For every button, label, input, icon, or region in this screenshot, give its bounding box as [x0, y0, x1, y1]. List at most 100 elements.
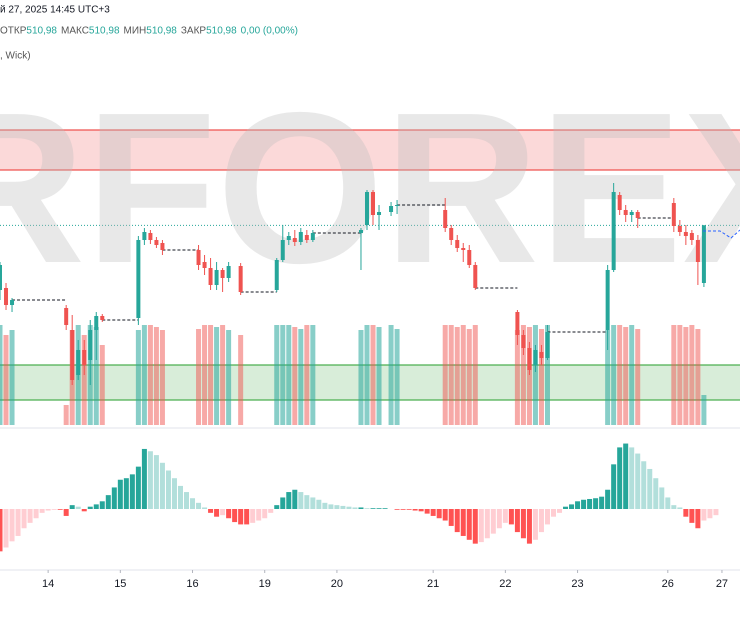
oscillator-bar: [171, 478, 177, 509]
ohlc-label: ОТКР: [0, 26, 27, 37]
oscillator-bar: [75, 506, 81, 509]
volume-bar: [538, 329, 544, 425]
header-datetime: й 27, 2025 14:45 UTC+3: [0, 5, 110, 16]
oscillator-bar: [508, 509, 514, 525]
oscillator-bar: [117, 479, 123, 509]
volume-bar: [623, 327, 629, 425]
candle-body: [4, 288, 9, 305]
x-tick-label: 23: [571, 578, 583, 590]
oscillator-bar: [51, 509, 57, 510]
x-tick-label: 21: [427, 578, 439, 590]
ohlc-row: ОТКР 510,98 МАКС 510,98 МИН 510,98 ЗАКР 510,98 0…: [0, 26, 298, 37]
oscillator-bar: [593, 498, 599, 509]
oscillator-bar: [274, 505, 280, 509]
x-tick-label: 27: [716, 578, 728, 590]
candle-body: [364, 192, 369, 225]
oscillator-bar: [707, 509, 713, 519]
candle-body: [136, 240, 141, 318]
ohlc-label: ЗАКР: [181, 26, 207, 37]
oscillator-bar: [328, 504, 334, 509]
oscillator-bar: [135, 466, 141, 509]
candle-body: [358, 230, 363, 233]
oscillator-bar: [352, 507, 358, 509]
oscillator-bar: [111, 487, 117, 509]
volume-bar: [683, 327, 689, 425]
candle-body: [521, 335, 526, 348]
oscillator-bar: [557, 509, 563, 513]
oscillator-bar: [129, 474, 135, 509]
volume-bar: [63, 405, 69, 425]
oscillator-bar: [153, 455, 159, 509]
volume-bar: [310, 325, 316, 425]
indicator-label: , Wick): [0, 51, 31, 62]
volume-bar: [286, 325, 292, 425]
oscillator-bar: [677, 507, 683, 509]
oscillator-bar: [478, 509, 484, 543]
candle-body: [274, 260, 279, 290]
oscillator-bar: [358, 507, 364, 509]
candle-body: [527, 348, 532, 370]
volume-bar: [671, 325, 677, 425]
oscillator-bar: [695, 509, 701, 529]
candle-body: [238, 266, 243, 292]
oscillator-bar: [581, 499, 587, 509]
oscillator-bar: [484, 509, 490, 539]
oscillator-bar: [442, 509, 448, 521]
candle-body: [0, 265, 2, 290]
volume-bar: [292, 327, 298, 425]
forecast-line: [703, 229, 740, 239]
oscillator-bar: [406, 509, 412, 510]
volume-bar: [466, 329, 472, 425]
candle-body: [683, 232, 688, 236]
oscillator-bar: [376, 508, 382, 509]
oscillator-bar: [394, 509, 400, 510]
candle-body: [10, 300, 15, 305]
oscillator-bar: [57, 509, 63, 510]
candle-body: [202, 262, 207, 268]
volume-bar: [220, 325, 226, 425]
oscillator-bar: [502, 509, 508, 523]
candle-body: [100, 316, 105, 320]
candle-body: [371, 192, 376, 215]
oscillator-bar: [298, 492, 304, 509]
oscillator-bar: [382, 508, 388, 509]
volume-bar: [304, 325, 310, 425]
candle-body: [196, 250, 201, 265]
candle-body: [377, 212, 382, 215]
volume-bar: [298, 329, 304, 425]
oscillator-bar: [69, 505, 75, 509]
volume-bar: [135, 330, 141, 425]
volume-bar: [358, 330, 364, 425]
volume-bar: [376, 327, 382, 425]
volume-bar: [677, 325, 683, 425]
oscillator-bar: [346, 506, 352, 509]
volume-bar: [93, 327, 99, 425]
candle-body: [701, 225, 706, 283]
volume-bar: [202, 325, 208, 425]
oscillator-bar: [123, 478, 129, 509]
candle-body: [94, 316, 99, 330]
volume-bar: [611, 325, 617, 425]
oscillator-bar: [280, 497, 286, 509]
volume-bar: [460, 325, 466, 425]
oscillator-bar: [33, 509, 39, 519]
oscillator-bar: [430, 509, 436, 516]
candle-body: [70, 330, 75, 380]
candle-body: [539, 352, 544, 358]
oscillator-bar: [400, 509, 406, 510]
oscillator-bar: [214, 509, 220, 517]
candle-body: [611, 192, 616, 270]
oscillator-bar: [466, 509, 472, 540]
volume-bar: [238, 335, 244, 425]
ohlc-value: 510,98: [146, 26, 177, 37]
oscillator-bar: [226, 509, 232, 519]
candle-body: [220, 270, 225, 278]
oscillator-bar: [304, 495, 310, 509]
oscillator-bar: [629, 447, 635, 509]
oscillator-bar: [496, 509, 502, 529]
candle-body: [395, 205, 400, 206]
plot-layer: [0, 183, 719, 552]
oscillator-bar: [316, 499, 322, 509]
oscillator-bar: [63, 509, 69, 516]
x-tick-label: 19: [259, 578, 271, 590]
